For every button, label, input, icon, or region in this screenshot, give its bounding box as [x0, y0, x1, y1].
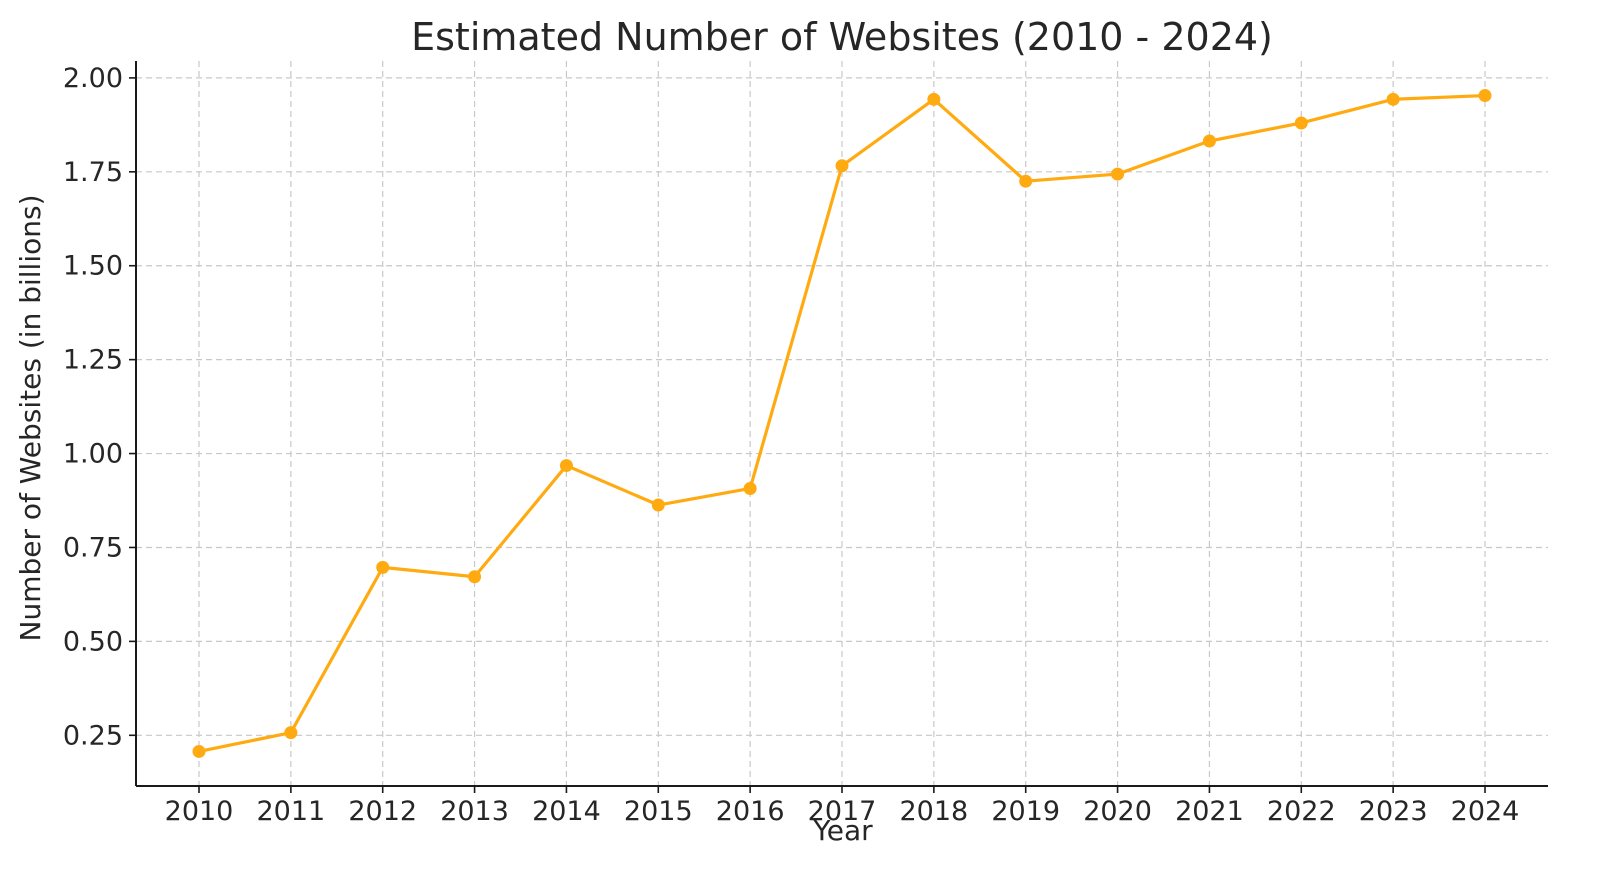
- y-tick-label: 2.00: [63, 63, 123, 94]
- chart-title: Estimated Number of Websites (2010 - 202…: [411, 15, 1273, 59]
- data-point: [1294, 116, 1308, 130]
- data-point: [559, 459, 573, 473]
- data-point: [1386, 92, 1400, 106]
- data-point: [651, 498, 665, 512]
- data-point: [1478, 89, 1492, 103]
- data-point: [743, 481, 757, 495]
- x-tick-label: 2017: [808, 796, 877, 827]
- data-point: [1202, 134, 1216, 148]
- x-axis-title: Year: [812, 814, 873, 847]
- data-point: [376, 560, 390, 574]
- y-tick-label: 1.75: [63, 157, 123, 188]
- x-tick-label: 2011: [256, 796, 325, 827]
- y-tick-label: 0.75: [63, 532, 123, 563]
- x-tick-label: 2024: [1451, 796, 1520, 827]
- y-axis-title: Number of Websites (in billions): [14, 194, 47, 641]
- x-tick-label: 2019: [991, 796, 1060, 827]
- data-point: [284, 726, 298, 740]
- data-point: [1019, 174, 1033, 188]
- x-tick-label: 2014: [532, 796, 601, 827]
- x-tick-label: 2023: [1359, 796, 1428, 827]
- data-point: [927, 92, 941, 106]
- x-tick-label: 2022: [1267, 796, 1336, 827]
- x-tick-label: 2020: [1083, 796, 1152, 827]
- x-tick-label: 2010: [165, 796, 234, 827]
- x-tick-label: 2021: [1175, 796, 1244, 827]
- tick-labels: 2010 2011 2012 2013 2014 2015 2016 2017 2018 2019…: [63, 63, 1519, 827]
- y-tick-label: 0.50: [63, 626, 123, 657]
- y-tick-label: 1.25: [63, 345, 123, 376]
- x-tick-label: 2018: [899, 796, 968, 827]
- grid: [136, 61, 1548, 786]
- series: [192, 89, 1492, 758]
- y-tick-label: 1.50: [63, 251, 123, 282]
- x-tick-label: 2015: [624, 796, 693, 827]
- data-point: [192, 744, 206, 758]
- x-tick-label: 2013: [440, 796, 509, 827]
- x-tick-label: 2012: [348, 796, 417, 827]
- data-point: [1111, 167, 1125, 181]
- y-tick-label: 1.00: [63, 439, 123, 470]
- data-point: [468, 570, 482, 584]
- x-tick-label: 2016: [716, 796, 785, 827]
- data-point: [835, 159, 849, 173]
- y-tick-label: 0.25: [63, 720, 123, 751]
